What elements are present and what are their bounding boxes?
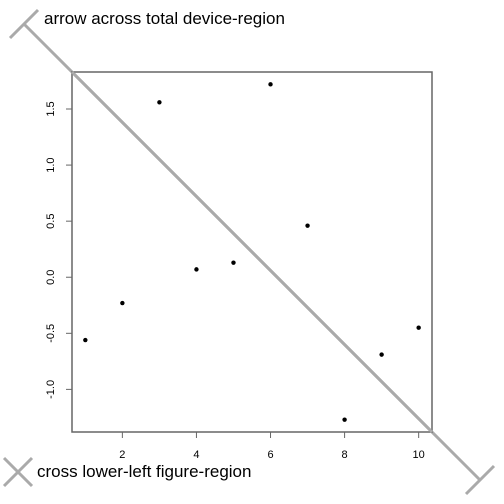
device-arrow-head-start <box>8 8 40 40</box>
plot-frame <box>71 71 433 433</box>
y-tick-label: -0.5 <box>45 324 57 343</box>
y-tick-label: 1.0 <box>45 157 57 172</box>
device-arrow-head-end <box>464 464 496 496</box>
data-point <box>268 82 273 87</box>
x-tick-label: 8 <box>342 449 348 461</box>
figure-cross-label: cross lower-left figure-region <box>37 462 251 481</box>
y-axis: -1.0 -0.5 0.0 0.5 1.0 1.5 <box>45 101 72 399</box>
figure-cross-line-b <box>2 456 34 488</box>
data-point <box>120 300 125 306</box>
x-axis: 2 4 6 8 10 <box>119 432 425 461</box>
data-point <box>157 100 162 105</box>
data-point <box>305 223 310 228</box>
data-point <box>83 337 88 343</box>
data-point <box>194 267 199 272</box>
x-tick-label: 4 <box>193 449 199 461</box>
y-tick-label: 1.5 <box>45 101 57 116</box>
y-tick-label: 0.5 <box>45 214 57 229</box>
data-point <box>379 352 384 357</box>
x-tick-label: 2 <box>119 449 125 461</box>
device-arrow-label: arrow across total device-region <box>44 9 285 28</box>
data-point <box>416 325 421 330</box>
y-tick-label: -1.0 <box>45 380 57 399</box>
x-tick-label: 10 <box>413 449 425 461</box>
data-point <box>231 260 236 265</box>
y-tick-label: 0.0 <box>45 270 57 285</box>
data-points <box>83 82 421 422</box>
data-point <box>342 417 347 422</box>
x-tick-label: 6 <box>267 449 273 461</box>
plot-diagonal-line <box>70 70 434 434</box>
